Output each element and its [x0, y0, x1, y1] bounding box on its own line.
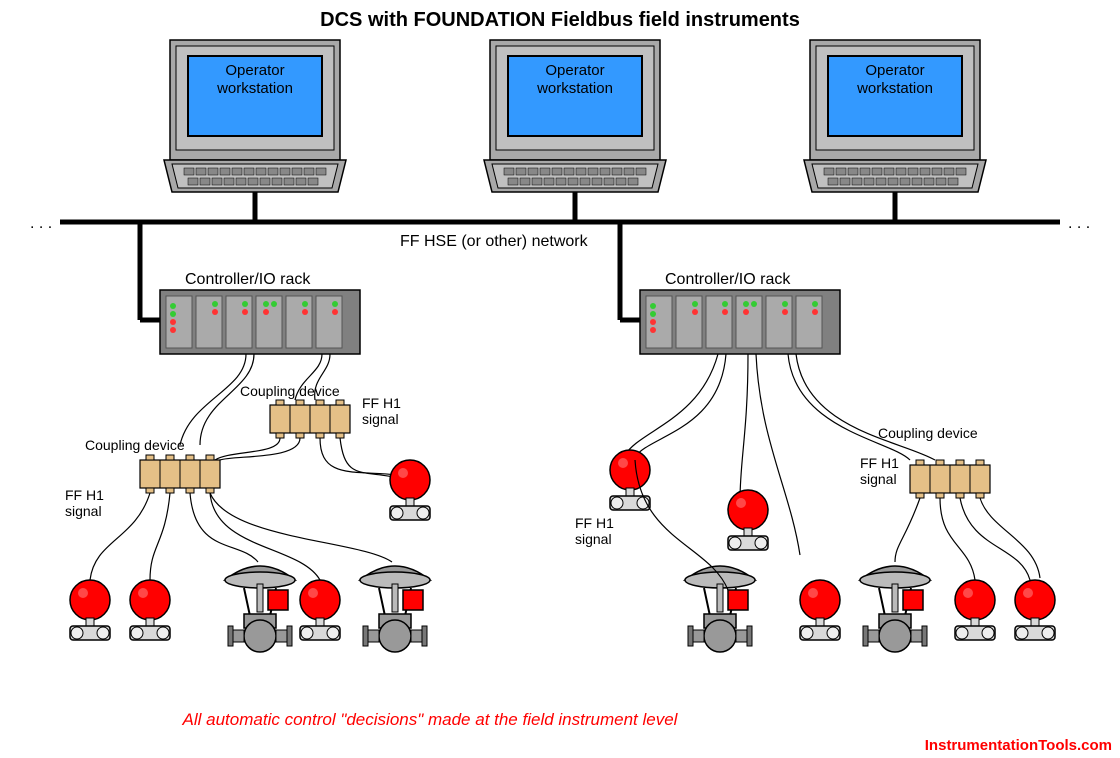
signal-label: FF H1	[575, 515, 614, 531]
control-valve-icon	[860, 566, 930, 652]
controller-label: Controller/IO rack	[185, 271, 311, 288]
bus-ellipsis: . . .	[1068, 215, 1090, 232]
coupling-label: Coupling device	[878, 425, 978, 441]
coupling-label: Coupling device	[85, 437, 185, 453]
workstation-2: Operator workstation	[484, 40, 666, 192]
signal-label: signal	[65, 503, 102, 519]
transmitter-icon	[800, 580, 840, 640]
coupling-device	[270, 400, 350, 438]
controller-label: Controller/IO rack	[665, 271, 791, 288]
control-valve-icon	[360, 566, 430, 652]
coupling-label: Coupling device	[240, 383, 340, 399]
workstation-label: workstation	[536, 80, 613, 97]
transmitter-icon	[70, 580, 110, 640]
workstation-label: workstation	[216, 80, 293, 97]
transmitter-icon	[728, 490, 768, 550]
transmitter-icon	[130, 580, 170, 640]
signal-label: signal	[362, 411, 399, 427]
signal-label: FF H1	[362, 395, 401, 411]
signal-label: FF H1	[65, 487, 104, 503]
network-label: FF HSE (or other) network	[400, 233, 589, 250]
coupling-device	[140, 455, 220, 493]
transmitter-icon	[300, 580, 340, 640]
workstation-label: workstation	[856, 80, 933, 97]
signal-label: signal	[860, 471, 897, 487]
signal-label: signal	[575, 531, 612, 547]
diagram-canvas: DCS with FOUNDATION Fieldbus field instr…	[0, 0, 1120, 758]
coupling-device	[910, 460, 990, 498]
diagram-title: DCS with FOUNDATION Fieldbus field instr…	[320, 9, 800, 31]
controller-rack-2	[640, 290, 840, 354]
transmitter-icon	[1015, 580, 1055, 640]
control-valve-icon	[225, 566, 295, 652]
watermark: InstrumentationTools.com	[925, 737, 1112, 754]
workstation-1: Operator workstation	[164, 40, 346, 192]
workstation-label: Operator	[225, 62, 284, 79]
control-valve-icon	[685, 566, 755, 652]
bus-ellipsis: . . .	[30, 215, 52, 232]
transmitter-icon	[955, 580, 995, 640]
transmitter-icon	[390, 460, 430, 520]
signal-label: FF H1	[860, 455, 899, 471]
caption-text: All automatic control "decisions" made a…	[182, 710, 679, 729]
workstation-label: Operator	[865, 62, 924, 79]
transmitter-icon	[610, 450, 650, 510]
workstation-3: Operator workstation	[804, 40, 986, 192]
controller-rack-1	[160, 290, 360, 354]
workstation-label: Operator	[545, 62, 604, 79]
